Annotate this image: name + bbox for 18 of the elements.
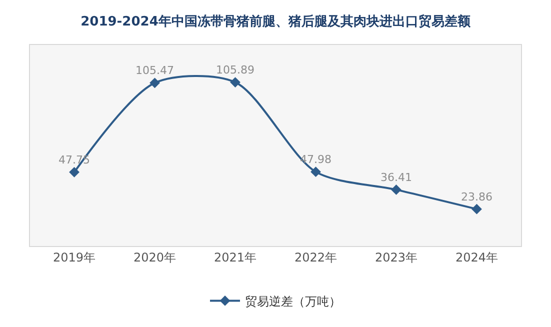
chart-title: 2019-2024年中国冻带骨猪前腿、猪后腿及其肉块进出口贸易差额 — [80, 13, 472, 30]
data-label: 23.86 — [460, 190, 492, 204]
data-label: 36.41 — [380, 170, 412, 184]
x-tick-label: 2021年 — [214, 250, 257, 264]
point — [69, 166, 80, 178]
point — [310, 166, 321, 178]
x-tick-label: 2023年 — [374, 250, 418, 264]
x-tick-label: 2022年 — [294, 250, 338, 264]
data-label: 105.89 — [216, 64, 254, 77]
legend-label: 贸易逆差（万吨） — [245, 294, 341, 308]
x-tick-label: 2020年 — [133, 250, 176, 264]
point — [391, 184, 402, 195]
x-tick-label: 2024年 — [455, 250, 498, 264]
point — [472, 204, 482, 214]
data-label: 105.47 — [136, 64, 174, 78]
point — [150, 78, 160, 88]
x-tick-label: 2019年 — [52, 250, 96, 264]
point — [230, 77, 240, 88]
